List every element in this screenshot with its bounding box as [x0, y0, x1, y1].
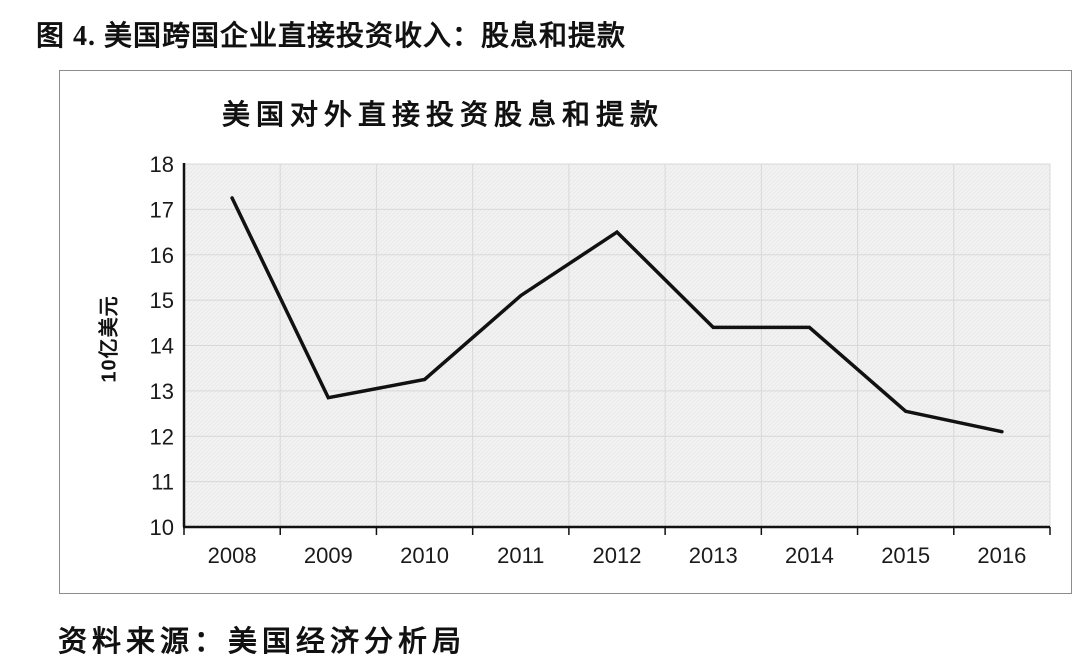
y-tick-label: 12	[150, 424, 174, 449]
y-tick-label: 13	[150, 379, 174, 404]
y-tick-label: 17	[150, 197, 174, 222]
x-tick-label: 2009	[304, 543, 353, 568]
y-tick-label: 11	[151, 470, 174, 495]
x-tick-label: 2016	[977, 543, 1026, 568]
y-tick-label: 18	[150, 152, 174, 177]
figure-title: 图 4. 美国跨国企业直接投资收入：股息和提款	[36, 21, 627, 52]
x-tick-label: 2010	[400, 543, 449, 568]
chart-title: 美国对外直接投资股息和提款	[222, 100, 665, 131]
x-tick-label: 2014	[785, 543, 834, 568]
x-tick-label: 2011	[497, 543, 544, 568]
x-tick-label: 2008	[208, 543, 257, 568]
x-tick-label: 2015	[881, 543, 930, 568]
chart-panel: 美国对外直接投资股息和提款 10亿美元 10 11 12 13 14 15 16 17 18 20…	[59, 70, 1072, 594]
y-tick-label: 10	[150, 515, 174, 540]
x-tick-label: 2013	[689, 543, 738, 568]
y-tick-label: 14	[150, 334, 174, 359]
data-line	[230, 196, 1004, 434]
y-tick-label: 15	[150, 288, 174, 313]
y-tick-label: 16	[150, 243, 174, 268]
source-note: 资料来源：美国经济分析局	[58, 626, 467, 658]
line-chart: 10 11 12 13 14 15 16 17 18 2008 2009 2010 2011 2012 20…	[150, 152, 1051, 568]
x-tick-label: 2012	[593, 543, 642, 568]
